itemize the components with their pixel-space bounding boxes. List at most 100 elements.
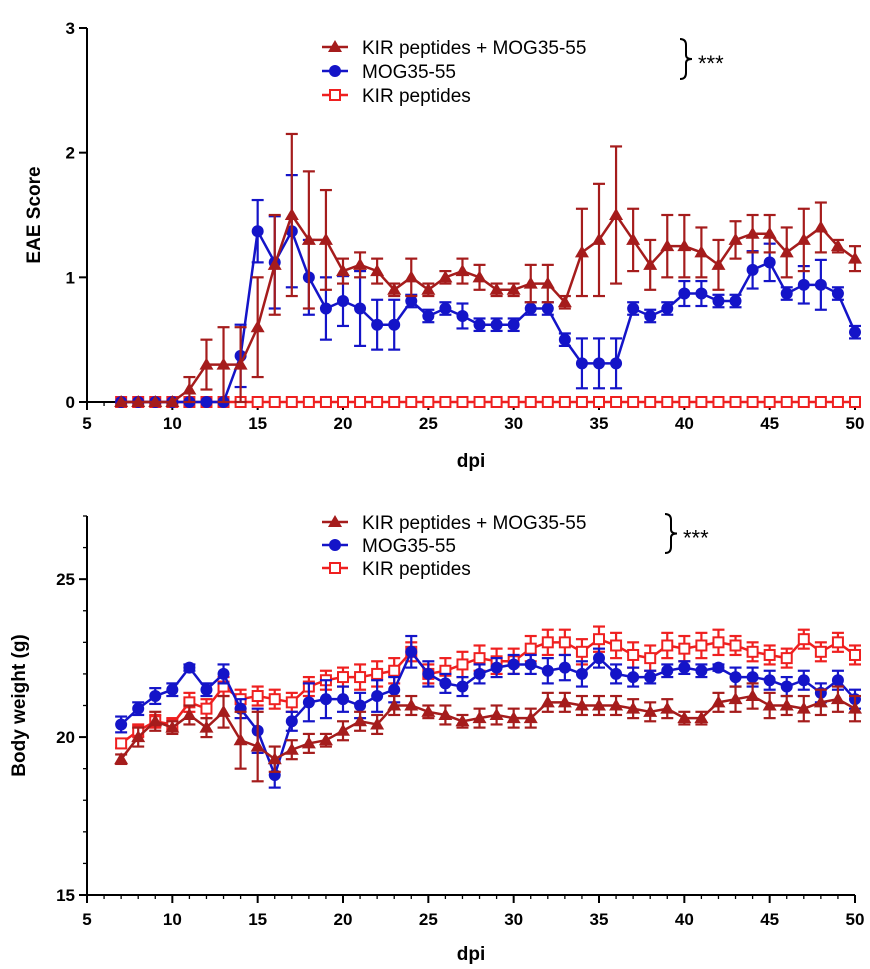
data-point [251,225,264,238]
data-point [711,257,726,270]
data-point [558,661,571,674]
data-point [694,711,709,724]
data-point [148,714,163,727]
data-point [285,396,298,408]
data-point [388,318,401,331]
data-point [165,720,180,733]
data-point [593,396,605,408]
data-point [745,226,760,239]
legend-marker [328,515,342,527]
data-point [405,295,418,308]
y-tick-label: 1 [66,268,75,287]
eae-score-chart: 5 10 15 20 25 30 35 40 45 50 0 1 2 3 dpi EAE Score KIR p… [24,19,864,472]
legend-marker [329,89,341,101]
data-point [473,667,486,680]
y-axis-title: Body weight (g) [9,634,30,776]
legend-label: KIR peptides [362,86,471,107]
data-point [217,667,230,680]
data-point [200,396,213,408]
x-axis-title: dpi [457,944,486,965]
legend-marker [329,65,341,77]
data-point [575,357,588,370]
data-point [473,652,486,665]
data-point [199,720,214,733]
data-point [661,302,674,315]
data-point [456,658,469,671]
data-point [728,232,743,245]
data-point [456,680,469,693]
data-point [115,718,128,731]
data-point [250,739,265,752]
data-point [797,278,810,291]
y-tick-label: 20 [56,728,75,747]
data-point [627,302,640,315]
x-tick-label: 45 [760,414,779,433]
data-point [371,396,384,408]
x-axis-title: dpi [457,451,486,472]
data-point [729,671,742,684]
data-point [336,264,350,277]
data-point [849,326,861,339]
data-point [643,704,658,717]
data-point [712,295,725,308]
data-point [267,257,282,270]
data-point [831,674,844,687]
data-point [319,396,332,408]
y-axis-title: EAE Score [24,166,45,263]
data-point [523,711,538,724]
data-point [490,661,503,674]
series-0 [114,132,862,407]
x-tick-label: 10 [163,414,182,433]
data-point [370,717,385,730]
data-point [541,664,554,677]
data-point [216,357,231,370]
data-point [558,396,571,408]
data-point [114,752,129,765]
data-point [114,395,129,407]
data-point [405,645,418,658]
legend-label: MOG35-55 [362,536,456,557]
data-point [644,396,657,408]
series-line [121,212,856,404]
data-point [371,667,384,680]
data-point [694,245,709,258]
data-point [780,396,793,408]
data-point [421,282,436,295]
data-point [422,396,435,408]
data-point [233,357,248,370]
data-point [540,695,555,708]
data-point [285,715,298,728]
data-point [575,667,588,680]
data-point [830,239,845,252]
data-point [729,639,742,652]
data-point [610,396,623,408]
x-tick-label: 50 [846,910,865,929]
data-point [814,278,827,291]
data-point [524,302,537,315]
data-point [695,396,708,408]
data-point [762,698,777,711]
data-point [507,658,520,671]
data-point [354,699,367,712]
data-point [319,693,332,706]
data-point [301,736,316,749]
data-point [712,396,725,408]
data-point [216,704,231,717]
data-point [268,693,281,706]
data-point [541,396,554,408]
data-point [661,639,674,652]
data-point [575,396,588,408]
data-point [711,695,726,708]
data-point [780,680,793,693]
x-tick-label: 25 [419,910,438,929]
data-point [405,396,418,408]
data-point [267,752,282,765]
data-point [200,702,213,715]
legend-label: KIR peptides + MOG35-55 [362,513,586,534]
data-point [438,270,453,283]
series-line [120,694,856,761]
data-point [183,661,196,674]
data-point [610,667,623,680]
data-point [746,645,759,658]
